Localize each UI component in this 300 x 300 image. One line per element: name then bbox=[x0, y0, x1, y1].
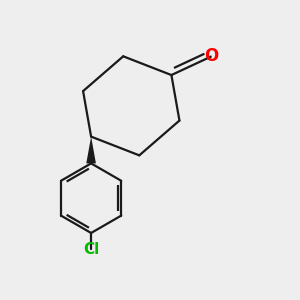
Polygon shape bbox=[86, 136, 96, 164]
Text: Cl: Cl bbox=[83, 242, 99, 256]
Text: O: O bbox=[204, 47, 219, 65]
